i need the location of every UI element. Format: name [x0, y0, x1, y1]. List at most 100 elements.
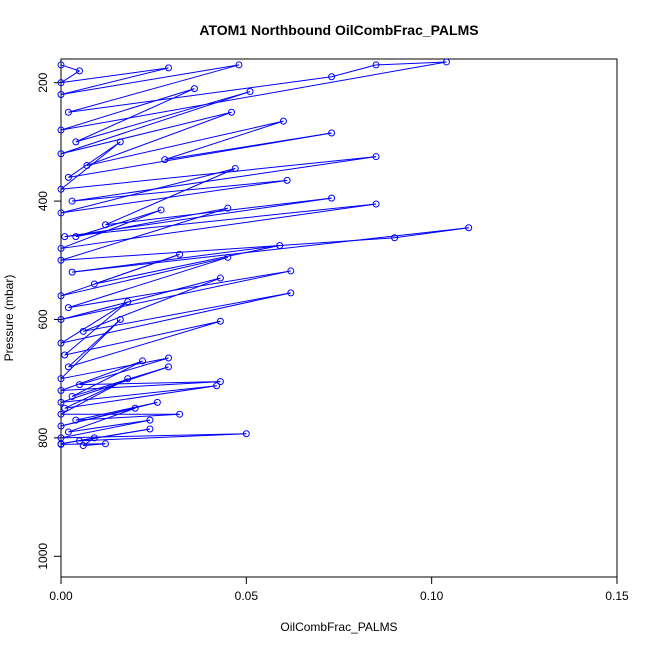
data-point: [164, 64, 172, 72]
data-point: [79, 442, 87, 450]
data-point: [235, 61, 243, 69]
y-tick-label: 800: [36, 428, 50, 448]
data-point: [57, 126, 65, 134]
data-point: [61, 233, 69, 241]
data-point: [57, 410, 65, 418]
data-point: [116, 138, 124, 146]
series-segment: [68, 64, 240, 113]
series-segment: [75, 207, 228, 238]
data-point: [279, 117, 287, 125]
data-point: [231, 165, 239, 173]
series-segment: [64, 203, 377, 238]
series-segment: [68, 256, 228, 309]
series-segment: [60, 301, 128, 344]
data-point: [61, 404, 69, 412]
y-tick-label: 200: [36, 72, 50, 92]
data-point: [283, 176, 291, 184]
x-axis: 0.00 0.05 0.10 0.15: [49, 577, 629, 603]
series-segment: [75, 209, 162, 238]
data-point: [224, 204, 232, 212]
series-segment: [60, 385, 217, 403]
data-point: [76, 381, 84, 389]
data-point: [72, 416, 80, 424]
series-segment: [60, 111, 232, 155]
data-point: [64, 363, 72, 371]
data-point: [153, 398, 161, 406]
data-point: [216, 317, 224, 325]
series-segment: [75, 88, 195, 143]
series-segment: [60, 378, 128, 415]
data-point: [224, 253, 232, 261]
series-segment: [60, 61, 447, 131]
series-segment: [68, 320, 221, 368]
data-point: [246, 88, 254, 96]
series-segment: [376, 61, 447, 66]
data-point: [72, 138, 80, 146]
series-segment: [60, 419, 151, 439]
data-point: [176, 250, 184, 258]
series-segment: [60, 179, 288, 214]
series-segment: [83, 277, 221, 332]
series-segment: [60, 64, 240, 96]
data-point: [57, 150, 65, 158]
data-point: [328, 73, 336, 81]
x-axis-label: OilCombFrac_PALMS: [280, 620, 397, 634]
data-point: [68, 197, 76, 205]
series-segment: [68, 407, 136, 433]
data-point: [57, 185, 65, 193]
series-segment: [68, 419, 151, 433]
series-segment: [60, 292, 291, 344]
series-segment: [79, 357, 169, 386]
data-point: [216, 274, 224, 282]
data-point: [328, 194, 336, 202]
data-point: [146, 416, 154, 424]
data-point: [124, 375, 132, 383]
series-segment: [68, 141, 121, 178]
data-point: [465, 224, 473, 232]
series-segment: [60, 67, 169, 96]
data-point: [164, 354, 172, 362]
series-segment: [86, 111, 232, 167]
series-segment: [60, 253, 180, 297]
data-point: [216, 378, 224, 386]
data-point: [146, 425, 154, 433]
series-segment: [64, 385, 217, 409]
data-point: [157, 206, 165, 214]
data-point: [57, 256, 65, 264]
series-segment: [64, 301, 129, 356]
data-point: [287, 289, 295, 297]
data-point: [391, 234, 399, 242]
x-tick-label: 0.10: [420, 589, 444, 603]
data-point: [328, 129, 336, 137]
series-segment: [68, 132, 332, 178]
data-point: [57, 292, 65, 300]
series-segment: [60, 237, 395, 261]
data-point: [57, 387, 65, 395]
series-segment: [105, 168, 236, 226]
series-segment: [60, 277, 221, 320]
data-point: [57, 339, 65, 347]
chart-title: ATOM1 Northbound OilCombFrac_PALMS: [199, 22, 478, 38]
series-segment: [60, 88, 195, 131]
data-point: [90, 280, 98, 288]
series-segment: [60, 141, 121, 190]
series-lines: [60, 61, 469, 447]
series-segment: [94, 244, 280, 285]
data-point: [57, 422, 65, 430]
data-point: [164, 363, 172, 371]
series-segment: [72, 179, 288, 202]
series-segment: [72, 227, 469, 273]
series-segment: [83, 292, 291, 332]
data-point: [64, 108, 72, 116]
series-segment: [60, 443, 106, 445]
x-tick-label: 0.15: [605, 589, 629, 603]
series-segment: [60, 437, 95, 445]
data-point: [57, 61, 65, 69]
series-segment: [331, 64, 377, 78]
data-point: [131, 404, 139, 412]
series-segment: [79, 381, 221, 386]
series-segment: [72, 156, 377, 202]
series-segment: [75, 413, 180, 421]
series-segment: [60, 209, 162, 249]
